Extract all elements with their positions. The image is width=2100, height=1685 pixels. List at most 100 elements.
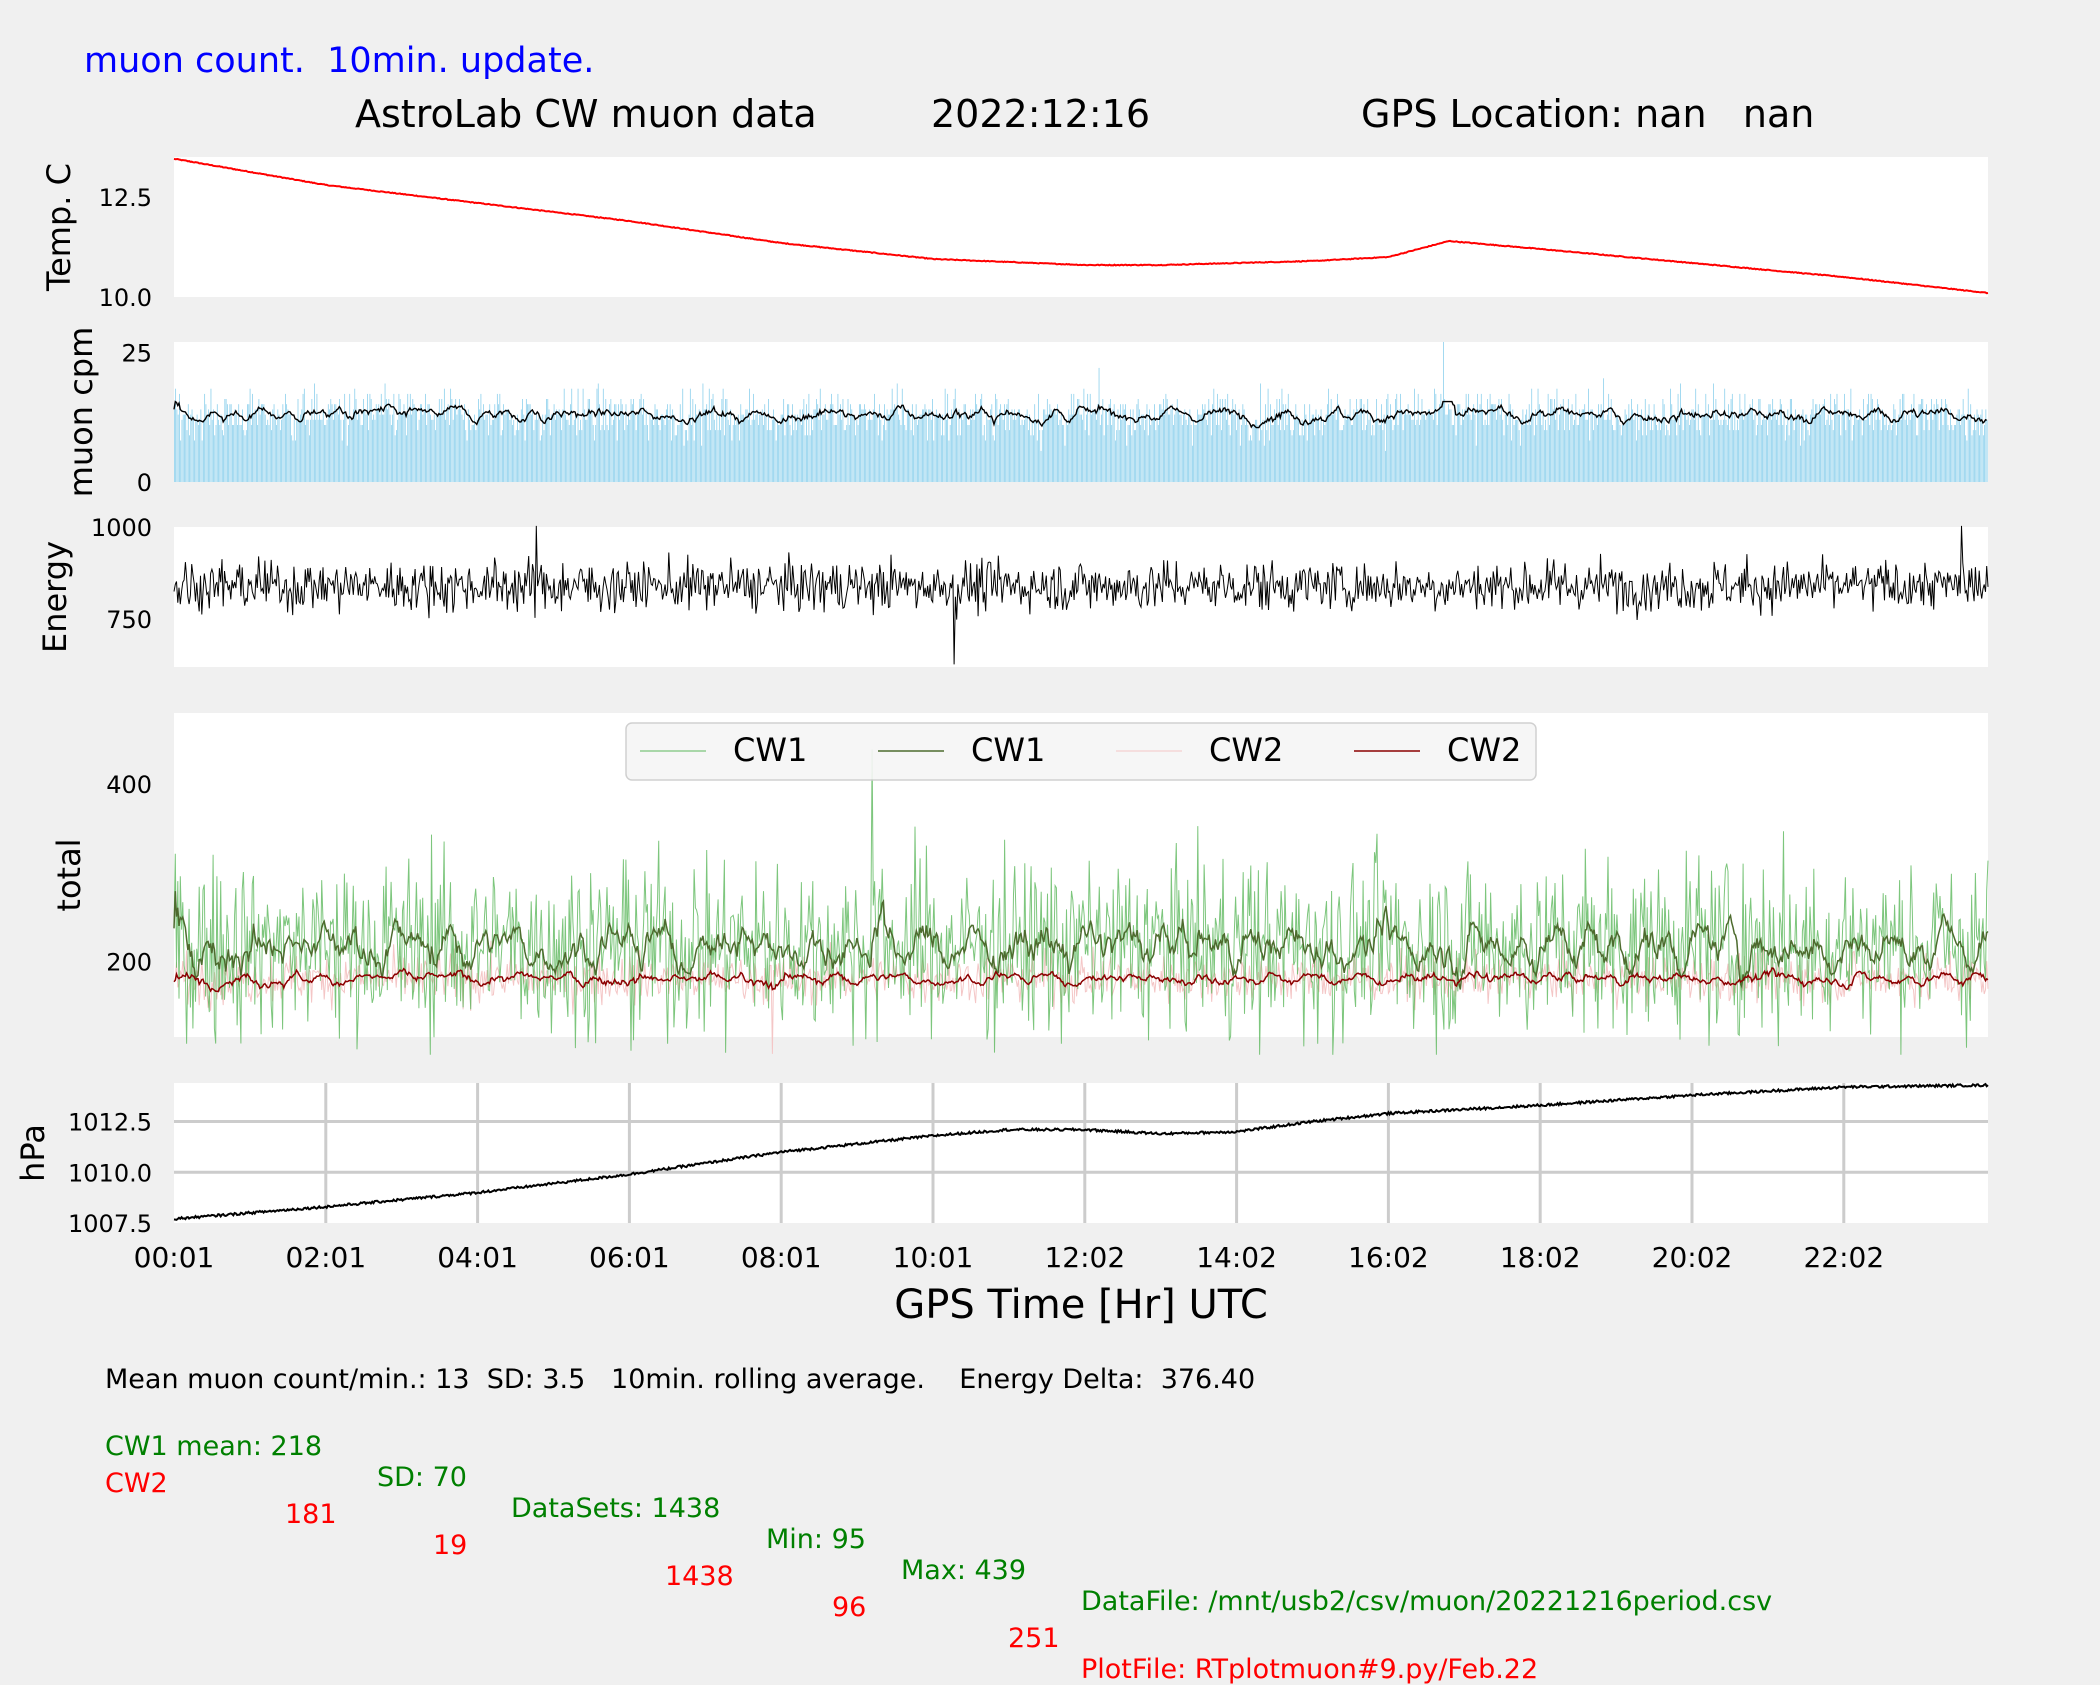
muon-bar [307,419,309,482]
chart-title: AstroLab CW muon data [355,92,817,136]
muon-bar [1215,425,1217,482]
muon-bar [399,399,401,482]
muon-bar [512,425,513,482]
muon-bar [1721,425,1723,482]
muon-bar [644,425,646,482]
muon-bar [248,404,250,482]
muon-bar [1870,393,1872,482]
muon-bar [1897,419,1898,482]
muon-bar [1326,404,1328,482]
muon-bar [1532,414,1534,482]
muon-bar [1372,425,1374,482]
muon-bar [240,425,242,482]
muon-bar [1871,399,1873,482]
muon-bar [811,414,812,482]
muon-bar [626,425,628,482]
muon-bar [259,414,261,482]
muon-bar [1744,393,1746,482]
muon-bar [1067,425,1068,482]
muon-bar [1060,414,1062,482]
muon-bar [206,414,208,482]
muon-bar [1140,425,1142,482]
muon-bar [961,414,962,482]
muon-bar [556,409,557,482]
muon-bar [277,409,279,482]
muon-bar [1856,419,1858,482]
muon-bar [910,430,912,482]
muon-bar [194,440,195,482]
muon-bar [1526,409,1528,482]
muon-bar [1750,409,1752,482]
muon-bar [1565,409,1567,482]
muon-bar [1921,399,1922,482]
muon-bar [351,419,353,482]
muon-bar [917,425,918,482]
muon-bar [1362,430,1364,482]
muon-bar [747,419,749,482]
muon-bar [1416,419,1418,482]
muon-bar [300,414,301,482]
muon-bar [1316,419,1318,482]
muon-bar [1689,425,1690,482]
muon-bar [174,409,175,482]
muon-bar [1663,404,1665,482]
muon-bar [794,414,796,482]
muon-bar [1503,435,1505,482]
x-tick-label: 18:02 [1500,1241,1581,1274]
muon-bar [795,430,797,482]
muon-bar [1021,419,1023,482]
pressure-line [173,1082,1989,1221]
muon-bar [684,430,686,482]
muon-bar [913,435,914,482]
muon-bar [1267,388,1269,482]
muon-bar [1213,388,1215,482]
muon-bar [372,419,373,482]
muon-bar [1649,430,1651,482]
muon-bar [466,440,468,482]
muon-bar [1304,404,1306,482]
muon-bar [1308,425,1309,482]
muon-bar [1354,414,1356,482]
muon-bar [660,414,662,482]
muon-bar [1443,342,1444,482]
muon-bar [553,404,555,482]
muon-bar [1092,409,1094,482]
muon-bar [1470,419,1472,482]
muon-bar [1050,409,1052,482]
muon-bar [790,435,792,482]
muon-bar [692,399,694,482]
muon-bar [650,419,652,482]
muon-bar [741,414,743,482]
muon-bar [486,414,488,482]
muon-bar [1882,409,1883,482]
muon-bar [1057,404,1058,482]
muon-bar [1767,435,1768,482]
muon-bar [769,430,771,482]
muon-bar [319,414,320,482]
muon-bar [763,425,764,482]
muon-bar [1361,399,1362,482]
muon-bar [552,414,554,482]
muon-bar [1386,399,1388,482]
muon-bar [1031,419,1033,482]
muon-bar [662,414,663,482]
muon-bar [1854,414,1856,482]
muon-bar [1461,409,1463,482]
muon-bar [1815,404,1816,482]
muon-bar [1315,409,1317,482]
muon-bar [853,419,855,482]
muon-bar [1448,404,1449,482]
muon-bar [332,419,334,482]
muon-bar [1248,440,1250,482]
muon-bar [851,409,853,482]
muon-bar [787,404,788,482]
muon-bar [224,399,226,482]
muon-bar [1410,414,1411,482]
muon-bar [1292,430,1294,482]
muon-bar [462,419,464,482]
muon-bar [674,435,676,482]
muon-bar [283,414,285,482]
muon-bar [867,419,869,482]
muon-bar [226,404,228,482]
muon-bar [514,435,516,482]
